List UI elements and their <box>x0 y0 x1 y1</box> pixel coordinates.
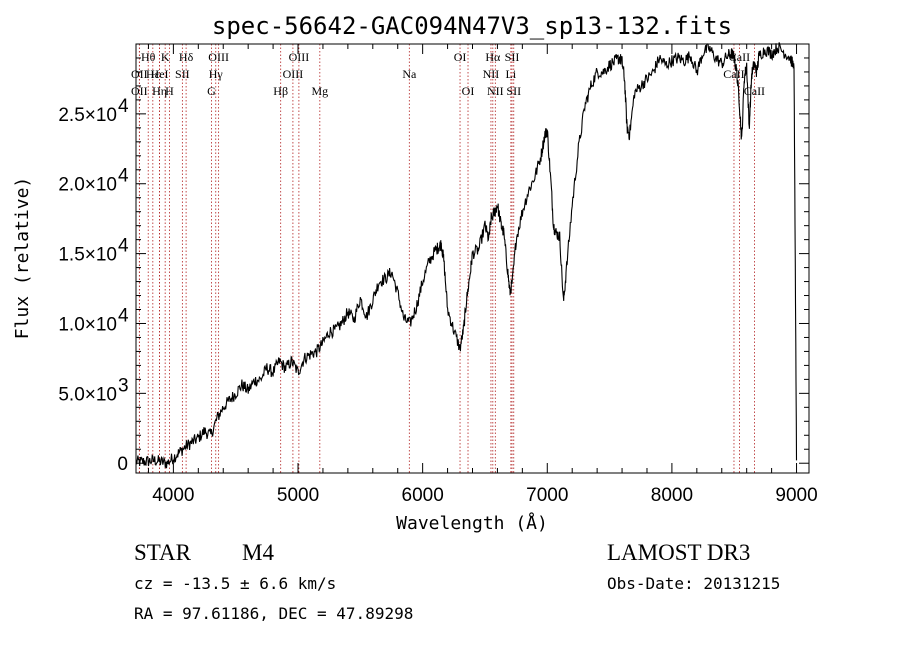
plot-frame <box>135 43 810 474</box>
chart-title: spec-56642-GAC094N47V3_sp13-132.fits <box>212 12 732 40</box>
y-tick-label: 5.0×10 <box>58 384 117 405</box>
spectral-line-label: Hγ <box>209 67 224 81</box>
spectral-line-label: H <box>165 84 174 98</box>
spectral-line-label: OII <box>131 67 148 81</box>
spectral-line-label: NII <box>483 67 500 81</box>
x-tick-label: 9000 <box>775 485 817 506</box>
spectral-line-label: Hδ <box>179 50 194 64</box>
spectral-line-label: Hε <box>146 67 160 81</box>
spectral-line-label: HeI <box>151 67 169 81</box>
y-tick-exponent: 4 <box>118 236 129 257</box>
x-tick-label: 4000 <box>152 485 194 506</box>
x-tick-label: 6000 <box>402 485 444 506</box>
y-axis-label: Flux (relative) <box>12 177 33 340</box>
spectral-line-label: Na <box>402 67 417 81</box>
spectrum-series-line <box>135 42 798 469</box>
spectral-line-label: CaII <box>723 67 744 81</box>
spectral-line-label: Hη <box>152 84 167 98</box>
spectral-line-label: Mg <box>311 84 328 98</box>
y-tick-label: 1.0×10 <box>58 314 117 335</box>
y-tick-exponent: 3 <box>118 375 129 396</box>
spectral-line-markers <box>138 44 755 473</box>
x-tick-label: 8000 <box>651 485 693 506</box>
object-subclass: M4 <box>242 540 274 565</box>
spectral-line-label: G <box>207 84 216 98</box>
spectral-line-label: K <box>161 50 170 64</box>
y-tick-label: 1.5×10 <box>58 245 117 266</box>
spectral-line-label: OI <box>454 50 467 64</box>
spectral-line-label: OI <box>462 84 475 98</box>
y-tick-label: 0 <box>117 454 128 475</box>
redshift-line: cz = -13.5 ± 6.6 km/s <box>134 574 337 593</box>
spectral-line-label: Li <box>506 67 517 81</box>
x-tick-label: 5000 <box>277 485 319 506</box>
spectral-line-label: CaII <box>744 84 765 98</box>
spectral-line-label: Hβ <box>273 84 288 98</box>
obs-date: Obs-Date: 20131215 <box>607 574 781 593</box>
y-tick-exponent: 4 <box>118 96 129 117</box>
spectral-line-label: OIII <box>283 67 304 81</box>
spectral-line-label: SII <box>175 67 190 81</box>
spectral-line-label: OIII <box>289 50 310 64</box>
spectral-line-label: Hα <box>485 50 501 64</box>
x-axis: 4000 5000 6000 7000 8000 9000 <box>147 44 818 506</box>
spectral-line-label: NII <box>487 84 504 98</box>
spectral-line-label: SII <box>505 50 520 64</box>
coordinates: RA = 97.61186, DEC = 47.89298 <box>134 604 414 623</box>
x-tick-label: 7000 <box>526 485 568 506</box>
y-tick-exponent: 4 <box>118 305 129 326</box>
spectral-line-label: Hθ <box>141 50 156 64</box>
object-class: STAR <box>134 540 191 565</box>
spectral-line-label: OII <box>131 84 148 98</box>
y-axis: 05.0×10 31.0×10 41.5×10 42.0×10 42.5×10 4 <box>58 57 809 475</box>
y-tick-exponent: 4 <box>118 166 129 187</box>
y-tick-label: 2.0×10 <box>58 175 117 196</box>
y-tick-label: 2.5×10 <box>58 105 117 126</box>
spectral-line-label: SII <box>506 84 521 98</box>
spectral-line-label: OIII <box>208 50 229 64</box>
survey-label: LAMOST DR3 <box>607 540 751 565</box>
x-axis-label: Wavelength (Å) <box>396 512 548 534</box>
